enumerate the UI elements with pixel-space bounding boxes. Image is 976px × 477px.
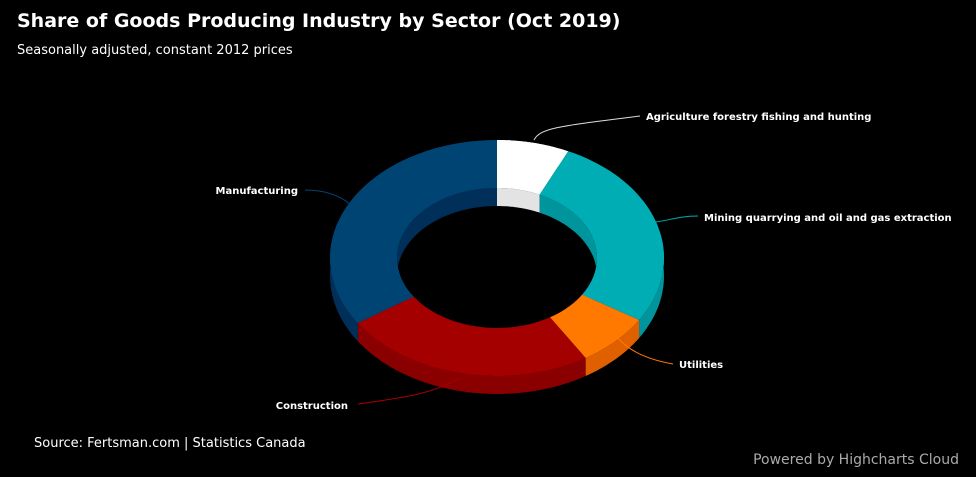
slice-outer-wall: [585, 320, 640, 376]
slice-inner-wall: [497, 188, 540, 213]
connector-line: [304, 189, 351, 205]
slice-0[interactable]: [497, 140, 569, 195]
source-note: Source: Fertsman.com | Statistics Canada: [34, 436, 306, 451]
chart-title: Share of Goods Producing Industry by Sec…: [17, 10, 621, 32]
data-label: Construction: [276, 401, 348, 412]
slice-1[interactable]: [539, 151, 664, 320]
data-label: Utilities: [679, 360, 723, 371]
credits-link[interactable]: Powered by Highcharts Cloud: [753, 452, 959, 468]
data-label: Manufacturing: [216, 186, 299, 197]
slice-inner-wall: [397, 188, 497, 315]
slice-2[interactable]: [550, 294, 640, 358]
slice-4[interactable]: [330, 140, 497, 324]
connector-line: [617, 337, 674, 365]
connector-line: [655, 215, 699, 223]
slice-outer-wall: [357, 323, 586, 394]
data-label: Mining quarrying and oil and gas extract…: [704, 213, 952, 224]
connector-line: [533, 115, 641, 141]
connector-line: [357, 377, 461, 405]
slice-3[interactable]: [357, 296, 586, 376]
chart-subtitle: Seasonally adjusted, constant 2012 price…: [17, 43, 293, 58]
data-label: Agriculture forestry fishing and hunting: [646, 112, 871, 123]
slice-inner-wall: [539, 194, 597, 313]
